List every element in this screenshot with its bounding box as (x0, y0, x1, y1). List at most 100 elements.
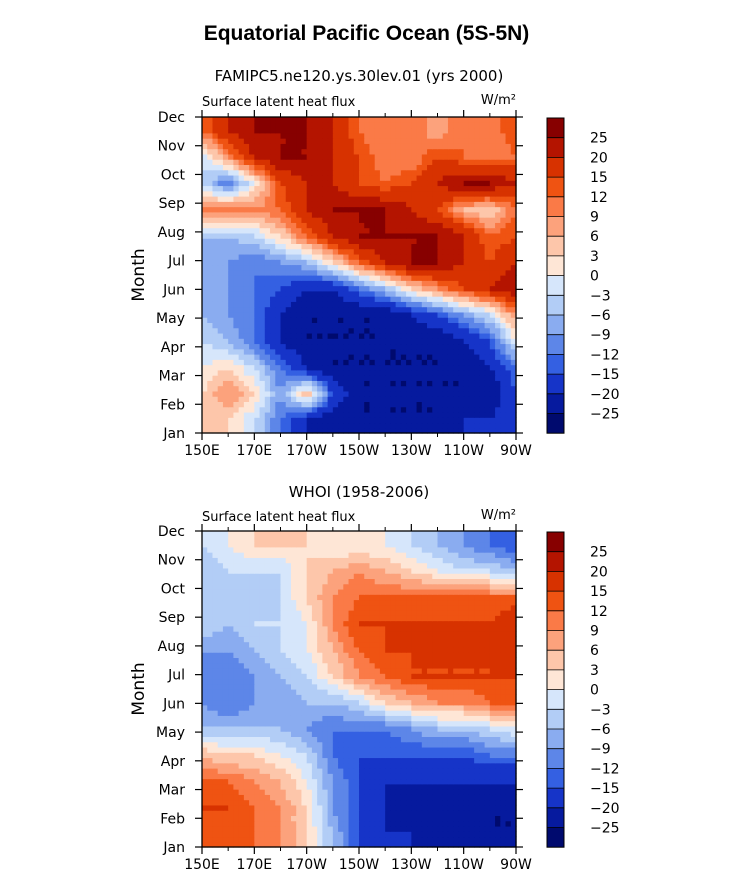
heatmap-cell (484, 810, 491, 816)
heatmap-cell (379, 364, 386, 371)
heatmap-cell (484, 317, 491, 323)
heatmap-cell (369, 354, 376, 360)
heatmap-cell (233, 169, 240, 176)
heatmap-cell (411, 264, 418, 271)
heatmap-cell (317, 301, 323, 308)
heatmap-cell (432, 243, 439, 250)
y-tick-label: Oct (161, 167, 186, 183)
heatmap-cell (259, 385, 266, 392)
heatmap-cell (338, 741, 344, 748)
heatmap-cell (406, 206, 412, 213)
heatmap-cell (290, 810, 297, 816)
heatmap-cell (296, 280, 303, 287)
heatmap-cell (416, 159, 423, 165)
heatmap-cell (338, 354, 344, 360)
heatmap-cell (202, 122, 208, 129)
heatmap-cell (432, 174, 439, 181)
heatmap-cell (249, 741, 255, 748)
heatmap-cell (254, 841, 261, 848)
heatmap-cell (301, 427, 308, 434)
heatmap-cell (406, 301, 412, 308)
heatmap-cell (212, 127, 219, 134)
heatmap-cell (280, 322, 287, 329)
heatmap-cell (385, 343, 391, 350)
heatmap-cell (275, 841, 282, 848)
heatmap-cell (411, 348, 418, 355)
heatmap-cell (322, 275, 329, 281)
heatmap-cell (222, 117, 229, 123)
heatmap-cell (489, 269, 496, 276)
heatmap-cell (317, 396, 323, 402)
heatmap-cell (275, 122, 282, 129)
heatmap-cell (484, 354, 491, 360)
heatmap-cell (222, 741, 229, 748)
heatmap-cell (390, 841, 397, 848)
heatmap-cell (458, 417, 465, 424)
heatmap-cell (406, 359, 412, 366)
heatmap-cell (327, 768, 334, 774)
heatmap-cell (447, 190, 454, 197)
heatmap-cell (317, 338, 323, 345)
colorbar-label: −12 (590, 347, 620, 363)
heatmap-cell (479, 143, 486, 150)
heatmap-cell (338, 820, 344, 827)
heatmap-cell (280, 264, 287, 271)
heatmap-cell (474, 222, 480, 229)
heatmap-cell (311, 380, 318, 387)
heatmap-cell (416, 143, 423, 150)
heatmap-cell (202, 211, 208, 218)
heatmap-cell (217, 306, 224, 313)
heatmap-cell (369, 746, 376, 753)
heatmap-cell (432, 301, 439, 308)
heatmap-cell (500, 778, 507, 785)
heatmap-cell (442, 164, 449, 171)
heatmap-cell (348, 259, 355, 266)
heatmap-cell (468, 836, 475, 843)
heatmap-cell (379, 773, 386, 780)
heatmap-cell (374, 211, 381, 218)
colorbar-swatch (547, 413, 564, 434)
heatmap-cell (427, 222, 433, 229)
heatmap-cell (385, 778, 391, 785)
heatmap-cell (228, 280, 234, 287)
heatmap-cell (285, 280, 292, 287)
heatmap-cell (327, 280, 334, 287)
heatmap-cell (243, 122, 250, 129)
heatmap-cell (505, 427, 512, 434)
heatmap-cell (432, 311, 439, 318)
heatmap-cell (500, 285, 507, 292)
heatmap-cell (400, 411, 407, 418)
heatmap-cell (437, 180, 444, 187)
heatmap-cell (442, 804, 449, 811)
heatmap-cell (280, 253, 287, 260)
heatmap-cell (280, 799, 287, 806)
heatmap-cell (338, 789, 344, 795)
heatmap-cell (338, 380, 344, 387)
heatmap-cell (202, 306, 208, 313)
heatmap-cell (254, 132, 261, 139)
heatmap-cell (468, 390, 475, 397)
heatmap-cell (359, 164, 365, 171)
heatmap-cell (264, 789, 271, 795)
heatmap-cell (322, 243, 329, 250)
heatmap-cell (432, 227, 439, 234)
heatmap-cell (270, 180, 276, 187)
heatmap-cell (332, 296, 339, 302)
heatmap-cell (264, 132, 271, 139)
heatmap-cell (311, 804, 318, 811)
heatmap-cell (390, 275, 397, 281)
heatmap-cell (453, 322, 460, 329)
heatmap-cell (317, 280, 323, 287)
heatmap-cell (327, 815, 334, 822)
heatmap-cell (463, 159, 470, 165)
heatmap-cell (296, 746, 303, 753)
heatmap-cell (390, 427, 397, 434)
heatmap-cell (400, 380, 407, 387)
heatmap-cell (338, 243, 344, 250)
heatmap-cell (385, 253, 391, 260)
heatmap-cell (249, 322, 255, 329)
heatmap-cell (385, 773, 391, 780)
heatmap-cell (338, 327, 344, 334)
heatmap-cell (327, 757, 334, 764)
heatmap-cell (249, 746, 255, 753)
